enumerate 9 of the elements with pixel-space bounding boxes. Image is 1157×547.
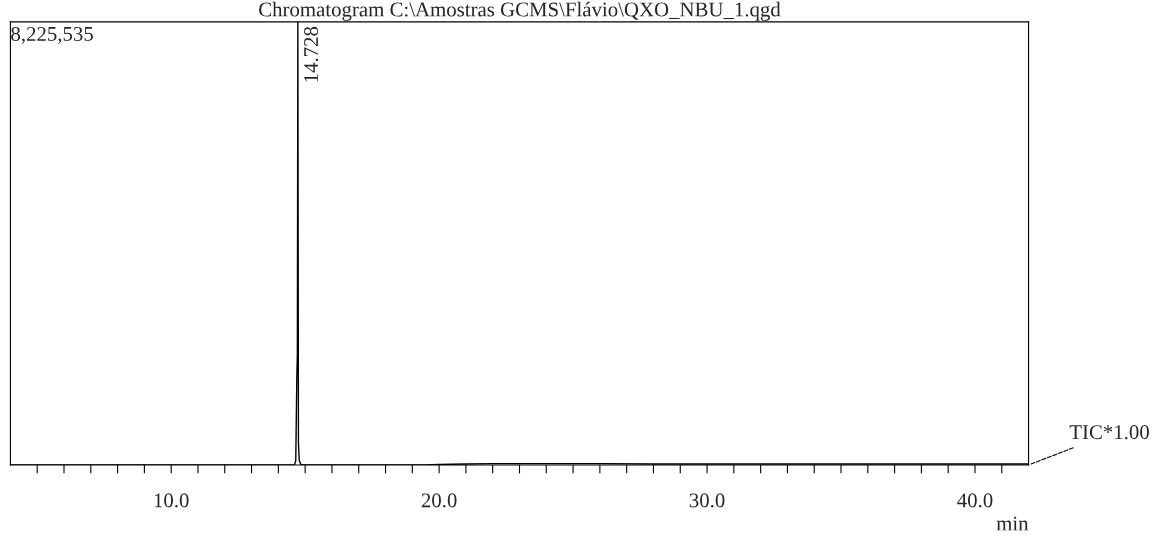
x-tick-label: 10.0 [154,493,189,508]
x-tick-label: 20.0 [421,493,457,508]
x-tick-label: 30.0 [689,493,725,508]
x-tick-label: 40.0 [957,493,993,508]
annotation: 14.728 [304,26,319,82]
text: TIC*1.00 [1069,425,1149,440]
chart-title: Chromatogram C:\Amostras GCMS\Flávio\QXO_NBU_1.qgd [259,1,781,21]
annotation: 8,225,535 [11,26,93,44]
x-axis-title: min [996,516,1029,531]
